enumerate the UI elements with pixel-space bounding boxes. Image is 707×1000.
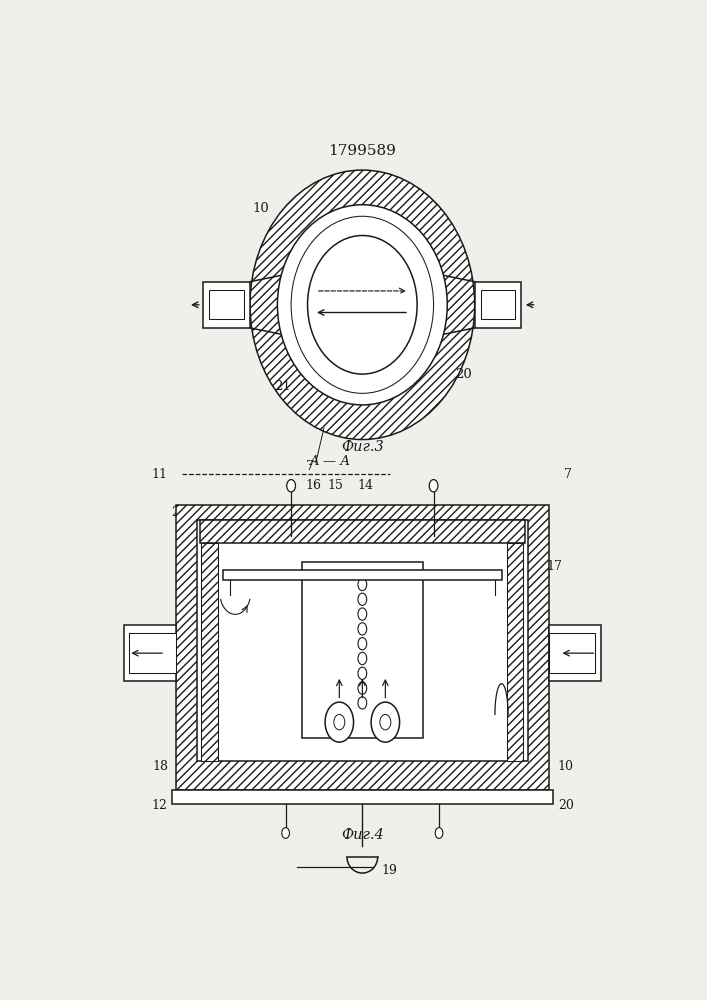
Text: 10: 10 xyxy=(557,760,573,773)
Text: Фиг.4: Фиг.4 xyxy=(341,828,384,842)
Text: 19: 19 xyxy=(382,864,397,877)
Ellipse shape xyxy=(308,235,417,374)
Bar xyxy=(549,625,601,681)
Circle shape xyxy=(358,697,367,709)
Bar xyxy=(176,505,549,790)
Circle shape xyxy=(429,480,438,492)
Bar xyxy=(302,562,423,738)
Text: 10: 10 xyxy=(252,202,269,215)
Bar xyxy=(481,290,515,319)
Circle shape xyxy=(358,623,367,635)
Circle shape xyxy=(358,652,367,665)
Circle shape xyxy=(358,608,367,620)
Text: 14: 14 xyxy=(357,479,373,492)
Bar xyxy=(129,633,176,673)
Text: 20: 20 xyxy=(559,799,574,812)
Bar xyxy=(201,543,218,761)
Text: 11: 11 xyxy=(151,468,168,481)
Ellipse shape xyxy=(277,205,448,405)
Ellipse shape xyxy=(250,170,474,440)
Text: 15: 15 xyxy=(327,479,343,492)
Bar xyxy=(199,520,525,543)
Circle shape xyxy=(334,714,345,730)
Bar xyxy=(172,790,553,804)
Text: 21: 21 xyxy=(171,506,187,519)
Bar xyxy=(209,290,244,319)
Bar xyxy=(124,625,176,681)
Circle shape xyxy=(325,702,354,742)
Bar xyxy=(223,570,501,580)
Bar xyxy=(549,633,595,673)
Text: A — A: A — A xyxy=(309,455,350,468)
Circle shape xyxy=(358,682,367,694)
Text: 1799589: 1799589 xyxy=(328,144,397,158)
Circle shape xyxy=(358,578,367,591)
Text: 21: 21 xyxy=(274,380,291,393)
Text: 12: 12 xyxy=(152,799,168,812)
Bar xyxy=(507,543,523,761)
Text: 7: 7 xyxy=(564,468,572,481)
Circle shape xyxy=(282,828,289,838)
Text: 20: 20 xyxy=(455,368,472,381)
Circle shape xyxy=(380,714,391,730)
Bar xyxy=(474,282,521,328)
Text: Фиг.3: Фиг.3 xyxy=(341,440,384,454)
Text: 17: 17 xyxy=(547,560,562,573)
Circle shape xyxy=(371,702,399,742)
Text: 13: 13 xyxy=(175,560,191,573)
Text: 18: 18 xyxy=(153,760,169,773)
Circle shape xyxy=(358,593,367,605)
Circle shape xyxy=(358,638,367,650)
Text: 7: 7 xyxy=(306,460,315,473)
Circle shape xyxy=(436,828,443,838)
Bar xyxy=(197,520,528,761)
Bar xyxy=(204,282,250,328)
Text: 16: 16 xyxy=(305,479,321,492)
Circle shape xyxy=(287,480,296,492)
Circle shape xyxy=(358,667,367,679)
